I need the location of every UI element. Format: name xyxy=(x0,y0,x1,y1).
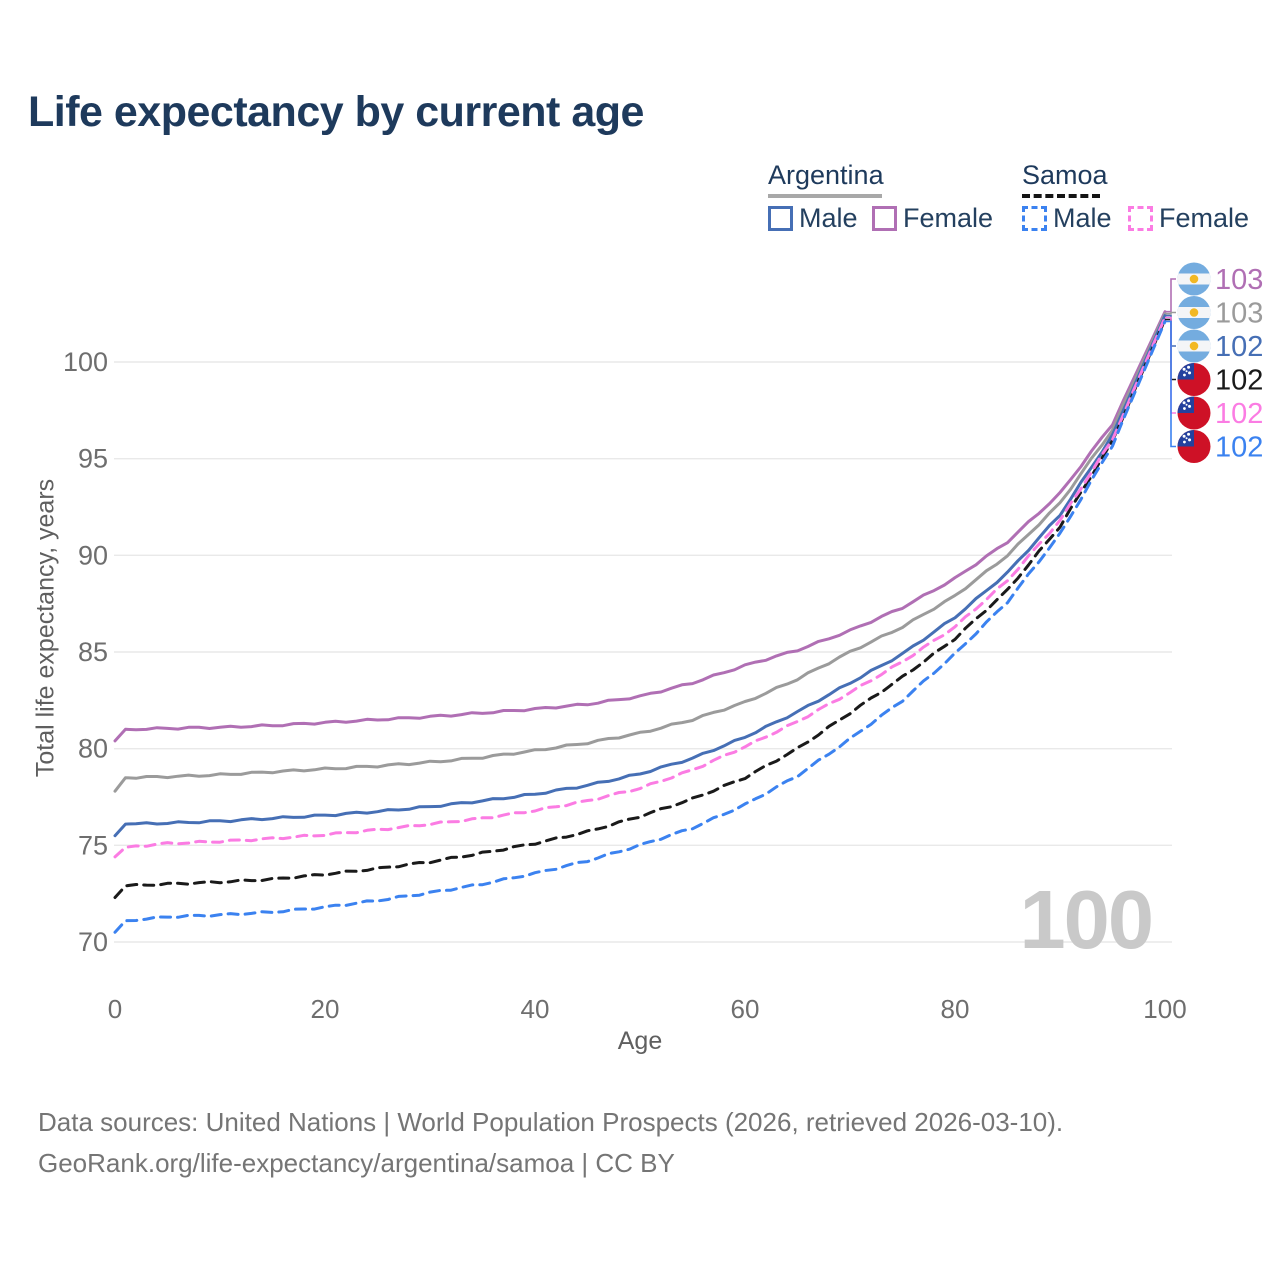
end-label-argentina_female: 103 xyxy=(1215,264,1263,296)
x-tick-20: 20 xyxy=(311,994,340,1024)
y-tick-85: 85 xyxy=(78,637,108,667)
end-label-argentina_both: 103 xyxy=(1215,298,1263,330)
y-tick-90: 90 xyxy=(78,540,108,570)
series-line-samoa_male xyxy=(113,319,1167,934)
leader-line-samoa_male xyxy=(1165,320,1176,448)
gridlines: 70 75 80 85 90 95 100 0 20 40 60 80 100 xyxy=(63,347,1187,1024)
argentina-flag-icon xyxy=(1177,262,1211,296)
footer-source-line: Data sources: United Nations | World Pop… xyxy=(38,1107,1064,1137)
x-axis-title: Age xyxy=(617,1027,663,1055)
samoa-flag-icon xyxy=(1177,396,1211,430)
legend-item-samoa-female[interactable]: Female xyxy=(1128,205,1249,232)
x-tick-80: 80 xyxy=(941,994,970,1024)
legend-rule-argentina xyxy=(768,194,882,198)
age-watermark: 100 xyxy=(1019,873,1154,966)
x-tick-0: 0 xyxy=(108,994,122,1024)
samoa-flag-icon xyxy=(1177,430,1211,463)
footer-url-line[interactable]: GeoRank.org/life-expectancy/argentina/sa… xyxy=(38,1148,675,1178)
legend-label-argentina-male: Male xyxy=(799,203,858,233)
legend-item-argentina-male[interactable]: Male xyxy=(768,205,858,232)
series-line-argentina_both xyxy=(113,312,1167,793)
legend-swatch-argentina-male xyxy=(768,206,793,231)
series-line-samoa_both xyxy=(113,318,1167,899)
chart-title: Life expectancy by current age xyxy=(28,88,644,136)
legend-group-argentina-title[interactable]: Argentina xyxy=(768,160,884,190)
x-tick-60: 60 xyxy=(731,994,760,1024)
series-line-argentina_female xyxy=(113,310,1167,743)
y-tick-80: 80 xyxy=(78,734,108,764)
legend-label-samoa-female: Female xyxy=(1159,203,1250,233)
end-label-samoa_male: 102 xyxy=(1215,432,1263,464)
legend-swatch-samoa-female xyxy=(1128,206,1153,231)
series-line-samoa_female xyxy=(113,316,1167,859)
legend-swatch-argentina-female xyxy=(872,206,897,231)
legend-item-samoa-male[interactable]: Male xyxy=(1022,205,1112,232)
y-tick-95: 95 xyxy=(78,444,108,474)
legend-item-argentina-female[interactable]: Female xyxy=(872,205,993,232)
end-label-samoa_female: 102 xyxy=(1215,398,1263,430)
y-tick-70: 70 xyxy=(78,927,108,957)
end-label-samoa_both: 102 xyxy=(1215,365,1263,397)
series-line-argentina_male xyxy=(113,314,1167,838)
legend-swatch-samoa-male xyxy=(1022,206,1047,231)
x-tick-100: 100 xyxy=(1143,994,1186,1024)
legend-rule-samoa xyxy=(1022,194,1100,198)
y-tick-75: 75 xyxy=(78,830,108,860)
legend-group-samoa-title[interactable]: Samoa xyxy=(1022,160,1108,190)
argentina-flag-icon xyxy=(1177,329,1211,363)
y-tick-100: 100 xyxy=(63,347,108,377)
argentina-flag-icon xyxy=(1177,296,1211,329)
leader-line-argentina_female xyxy=(1165,278,1176,313)
legend-label-samoa-male: Male xyxy=(1053,203,1112,233)
end-label-argentina_male: 102 xyxy=(1215,331,1263,363)
legend-label-argentina-female: Female xyxy=(903,203,994,233)
series-lines xyxy=(113,310,1167,934)
samoa-flag-icon xyxy=(1177,363,1211,396)
x-tick-40: 40 xyxy=(521,994,550,1024)
leader-line-argentina_both xyxy=(1165,311,1176,315)
